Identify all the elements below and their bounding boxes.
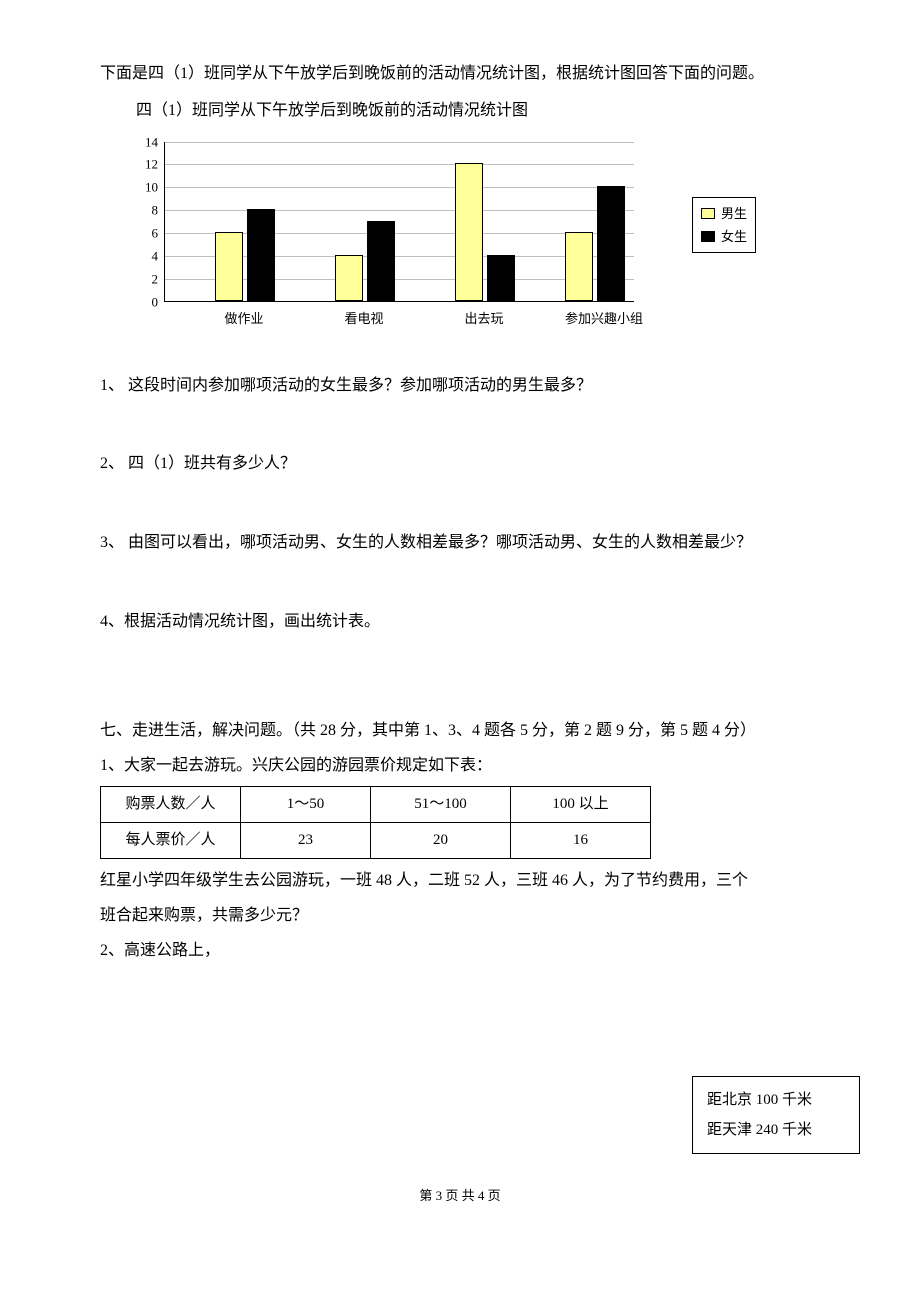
y-tick-label: 2 [152, 267, 159, 290]
bar-chart: 02468101214 做作业 看电视 出去玩 参加兴趣小组 男生女生 [136, 142, 756, 342]
sign-line-beijing: 距北京 100 千米 [707, 1085, 845, 1115]
problem-2-intro: 2、高速公路上， [100, 937, 820, 966]
y-tick-label: 0 [152, 290, 159, 313]
question-3: 3、 由图可以看出，哪项活动男、女生的人数相差最多？哪项活动男、女生的人数相差最… [100, 529, 820, 558]
table-cell: 16 [511, 823, 651, 859]
bar-group [565, 186, 625, 300]
legend-swatch [701, 208, 715, 219]
bar [597, 186, 625, 300]
intro-text: 下面是四（1）班同学从下午放学后到晚饭前的活动情况统计图，根据统计图回答下面的问… [100, 60, 820, 89]
x-axis-label: 做作业 [224, 307, 263, 330]
x-axis-label: 参加兴趣小组 [565, 307, 643, 330]
problem-1-body-line2: 班合起来购票，共需多少元？ [100, 902, 820, 931]
bar [487, 255, 515, 301]
bar [215, 232, 243, 301]
bar [565, 232, 593, 301]
question-2: 2、 四（1）班共有多少人？ [100, 450, 820, 479]
grid-line [165, 164, 634, 165]
table-row: 每人票价／人 23 20 16 [101, 823, 651, 859]
legend-label: 女生 [721, 225, 747, 248]
page-footer: 第 3 页 共 4 页 [100, 1184, 820, 1207]
x-axis-label: 出去玩 [464, 307, 503, 330]
bar [335, 255, 363, 301]
table-row: 购票人数／人 1～50 51～100 100 以上 [101, 787, 651, 823]
table-cell: 1～50 [241, 787, 371, 823]
table-cell: 100 以上 [511, 787, 651, 823]
sign-line-tianjin: 距天津 240 千米 [707, 1115, 845, 1145]
legend-item: 男生 [701, 202, 747, 225]
highway-sign: 距北京 100 千米 距天津 240 千米 [692, 1076, 860, 1154]
bar-group [455, 163, 515, 300]
grid-line [165, 187, 634, 188]
chart-legend: 男生女生 [692, 197, 756, 254]
legend-label: 男生 [721, 202, 747, 225]
y-tick-label: 14 [145, 130, 158, 153]
legend-item: 女生 [701, 225, 747, 248]
question-4: 4、根据活动情况统计图，画出统计表。 [100, 608, 820, 637]
bar [455, 163, 483, 300]
bar [367, 221, 395, 301]
chart-title: 四（1）班同学从下午放学后到晚饭前的活动情况统计图 [136, 97, 820, 126]
x-axis-label: 看电视 [344, 307, 383, 330]
bar-group [335, 221, 395, 301]
ticket-price-table: 购票人数／人 1～50 51～100 100 以上 每人票价／人 23 20 1… [100, 786, 651, 859]
table-cell: 51～100 [371, 787, 511, 823]
table-cell: 23 [241, 823, 371, 859]
y-tick-label: 12 [145, 153, 158, 176]
question-1: 1、 这段时间内参加哪项活动的女生最多？参加哪项活动的男生最多？ [100, 372, 820, 401]
legend-swatch [701, 231, 715, 242]
problem-1-body-line1: 红星小学四年级学生去公园游玩，一班 48 人，二班 52 人，三班 46 人，为… [100, 867, 820, 896]
y-axis: 02468101214 [136, 142, 164, 302]
y-tick-label: 8 [152, 198, 159, 221]
problem-1-intro: 1、大家一起去游玩。兴庆公园的游园票价规定如下表： [100, 752, 820, 781]
y-tick-label: 10 [145, 176, 158, 199]
plot-area [164, 142, 634, 302]
grid-line [165, 142, 634, 143]
bar [247, 209, 275, 300]
y-tick-label: 6 [152, 221, 159, 244]
y-tick-label: 4 [152, 244, 159, 267]
section-7-heading: 七、走进生活，解决问题。（共 28 分，其中第 1、3、4 题各 5 分，第 2… [100, 717, 820, 746]
bar-group [215, 209, 275, 300]
table-cell: 20 [371, 823, 511, 859]
table-cell: 每人票价／人 [101, 823, 241, 859]
table-cell: 购票人数／人 [101, 787, 241, 823]
